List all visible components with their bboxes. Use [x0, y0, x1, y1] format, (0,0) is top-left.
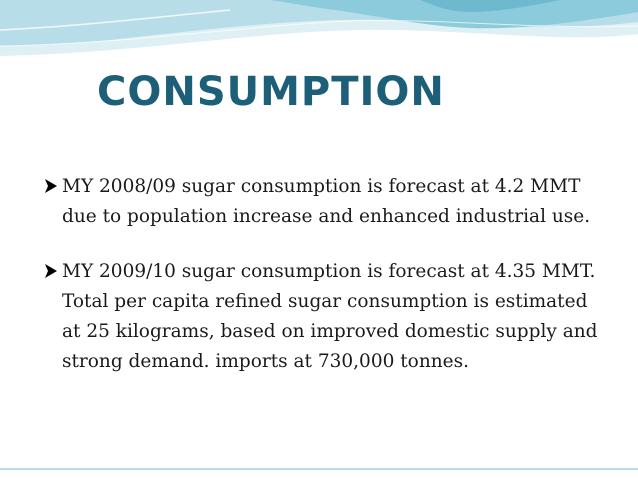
bullet-item: MY 2008/09 sugar consumption is forecast…: [44, 172, 604, 232]
arrowhead-icon: [45, 264, 57, 278]
bullet-text: MY 2009/10 sugar consumption is forecast…: [62, 261, 598, 372]
bullet-item: MY 2009/10 sugar consumption is forecast…: [44, 257, 604, 377]
arrowhead-icon: [45, 179, 57, 193]
bottom-divider: [0, 468, 638, 470]
slide-title: CONSUMPTION: [97, 69, 445, 115]
decorative-wave-banner: [0, 0, 638, 56]
bullet-text: MY 2008/09 sugar consumption is forecast…: [62, 176, 591, 227]
bullet-list: MY 2008/09 sugar consumption is forecast…: [44, 172, 604, 402]
